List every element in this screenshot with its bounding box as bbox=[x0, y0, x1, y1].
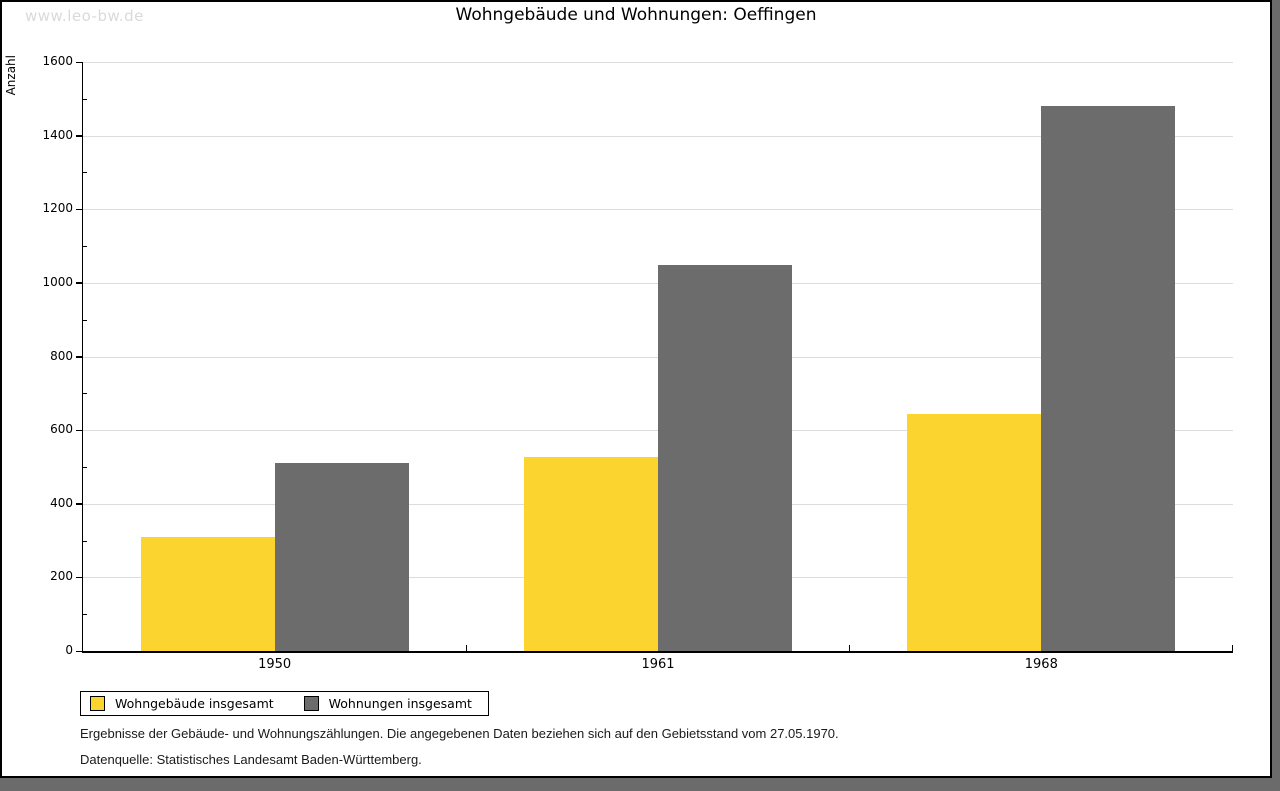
y-tick-label: 400 bbox=[50, 495, 73, 510]
gridline bbox=[83, 135, 1233, 137]
y-minor-tick bbox=[83, 172, 87, 174]
gridline bbox=[83, 62, 1233, 63]
bar-wohnungen-insgesamt-1968 bbox=[1041, 106, 1176, 651]
bar-wohngebäude-insgesamt-1950 bbox=[140, 536, 275, 651]
watermark: www.leo-bw.de bbox=[25, 7, 144, 25]
y-major-tick bbox=[76, 135, 83, 137]
y-minor-tick bbox=[83, 614, 87, 616]
bar-wohnungen-insgesamt-1961 bbox=[658, 265, 792, 651]
x-axis-tick bbox=[465, 645, 468, 651]
y-tick-label: 800 bbox=[50, 348, 73, 363]
y-minor-tick bbox=[83, 319, 87, 321]
legend-entry: Wohngebäude insgesamt bbox=[90, 696, 274, 711]
y-major-tick bbox=[76, 282, 83, 284]
y-major-tick bbox=[76, 208, 83, 211]
y-minor-tick bbox=[83, 393, 87, 395]
bar-wohngebäude-insgesamt-1961 bbox=[524, 457, 658, 651]
footnote-line-2: Datenquelle: Statistisches Landesamt Bad… bbox=[80, 752, 422, 767]
gridline bbox=[83, 209, 1233, 211]
x-tick-label: 1961 bbox=[641, 657, 675, 672]
y-tick-label: 1200 bbox=[42, 201, 73, 216]
y-minor-tick bbox=[83, 540, 87, 542]
legend-swatch-icon bbox=[303, 696, 319, 711]
legend-entry: Wohnungen insgesamt bbox=[303, 696, 472, 711]
y-minor-tick bbox=[83, 98, 87, 100]
plot-area: 0 200 400 600 800 1000 1200 1400 1600 1950 1961 196… bbox=[42, 54, 1233, 672]
bar-wohnungen-insgesamt-1950 bbox=[274, 463, 409, 651]
y-major-tick bbox=[76, 650, 83, 652]
footnote-line-1: Ergebnisse der Gebäude- und Wohnungszähl… bbox=[80, 726, 839, 741]
y-tick-label: 1600 bbox=[42, 54, 73, 68]
legend-swatch-icon bbox=[90, 696, 105, 711]
legend-label: Wohnungen insgesamt bbox=[328, 696, 472, 711]
legend-label: Wohngebäude insgesamt bbox=[115, 696, 274, 711]
y-tick-label: 1000 bbox=[42, 274, 73, 289]
y-tick-label: 0 bbox=[65, 643, 73, 657]
chart-title: Wohngebäude und Wohnungen: Oeffingen bbox=[455, 5, 817, 25]
x-tick-label: 1968 bbox=[1024, 657, 1058, 672]
x-axis-tick bbox=[1231, 645, 1233, 651]
y-tick-label: 600 bbox=[50, 422, 73, 437]
y-tick-label: 1400 bbox=[42, 127, 73, 142]
bar-wohngebäude-insgesamt-1968 bbox=[907, 413, 1042, 651]
y-minor-tick bbox=[83, 246, 87, 248]
y-major-tick bbox=[76, 429, 83, 432]
x-axis-tick bbox=[848, 645, 851, 651]
y-major-tick bbox=[76, 356, 83, 358]
y-minor-tick bbox=[83, 466, 87, 468]
chart-panel: www.leo-bw.de Wohngebäude und Wohnungen:… bbox=[0, 0, 1272, 778]
y-tick-label: 200 bbox=[50, 569, 73, 584]
x-tick-label: 1950 bbox=[258, 657, 292, 672]
y-major-tick bbox=[76, 61, 83, 63]
y-major-tick bbox=[76, 576, 83, 579]
y-major-tick bbox=[76, 503, 83, 505]
legend: Wohngebäude insgesamt Wohnungen insgesamt bbox=[80, 691, 489, 716]
